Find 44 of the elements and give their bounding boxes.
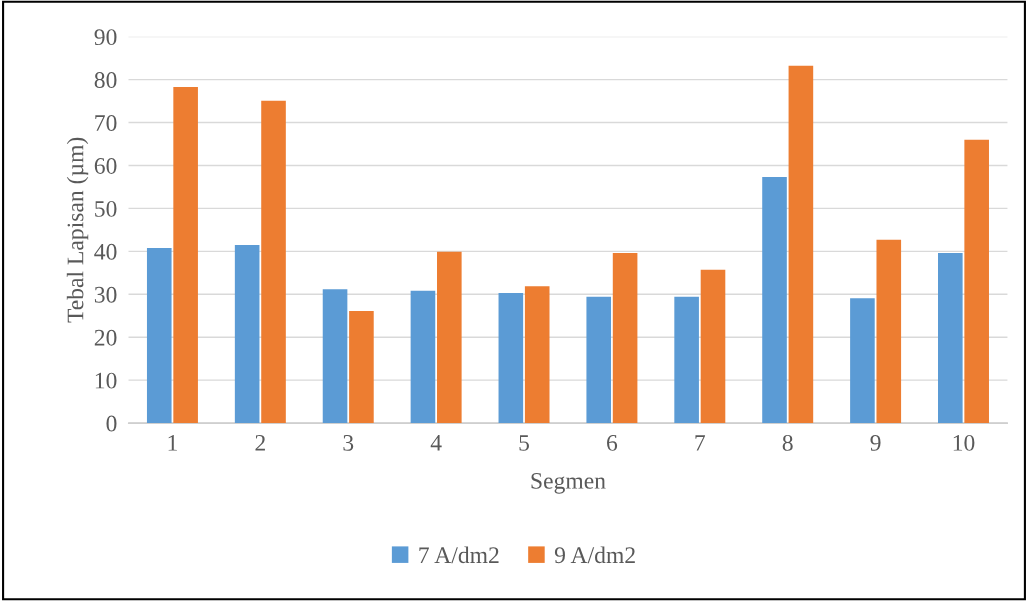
x-tick-label: 7 bbox=[695, 435, 706, 451]
y-tick-label: 60 bbox=[94, 157, 117, 174]
y-axis-title: Tebal Lapisan (µm) bbox=[66, 137, 89, 323]
x-tick-label: 10 bbox=[953, 434, 975, 451]
bar bbox=[876, 239, 902, 424]
bar bbox=[261, 100, 286, 424]
bar bbox=[700, 269, 726, 424]
bar bbox=[586, 296, 612, 424]
bar bbox=[524, 286, 550, 424]
bar bbox=[437, 251, 462, 424]
x-axis-title: Segmen bbox=[531, 472, 606, 494]
bar bbox=[146, 247, 172, 424]
bar bbox=[612, 253, 638, 424]
x-tick-label: 2 bbox=[255, 434, 265, 451]
y-tick-label: 30 bbox=[94, 286, 117, 303]
bar bbox=[234, 244, 260, 424]
bar bbox=[964, 139, 989, 424]
legend-label: 9 A/dm2 bbox=[554, 546, 635, 564]
y-tick-label: 10 bbox=[95, 372, 117, 389]
bar bbox=[349, 311, 374, 424]
bar bbox=[788, 65, 814, 424]
legend-label: 7 A/dm2 bbox=[419, 546, 499, 564]
x-tick-label: 4 bbox=[430, 435, 442, 451]
x-tick-label: 5 bbox=[519, 435, 529, 451]
y-tick-label: 50 bbox=[95, 200, 117, 217]
bar bbox=[674, 296, 699, 424]
bar bbox=[850, 298, 875, 424]
y-tick-label: 70 bbox=[95, 115, 117, 131]
x-tick-label: 6 bbox=[607, 434, 618, 451]
x-tick-label: 3 bbox=[343, 434, 354, 451]
y-tick-label: 40 bbox=[94, 243, 117, 260]
y-tick-label: 20 bbox=[94, 329, 117, 346]
bar bbox=[498, 293, 524, 424]
bar bbox=[938, 253, 963, 424]
bar bbox=[762, 177, 787, 424]
y-tick-label: 0 bbox=[106, 415, 117, 432]
x-tick-label: 8 bbox=[782, 434, 793, 451]
bar bbox=[322, 289, 348, 424]
x-tick-label: 1 bbox=[168, 435, 177, 451]
y-tick-label: 80 bbox=[94, 72, 117, 89]
x-tick-label: 9 bbox=[870, 434, 881, 451]
bar bbox=[173, 86, 198, 424]
y-tick-label: 90 bbox=[94, 29, 117, 46]
bar bbox=[410, 290, 436, 424]
